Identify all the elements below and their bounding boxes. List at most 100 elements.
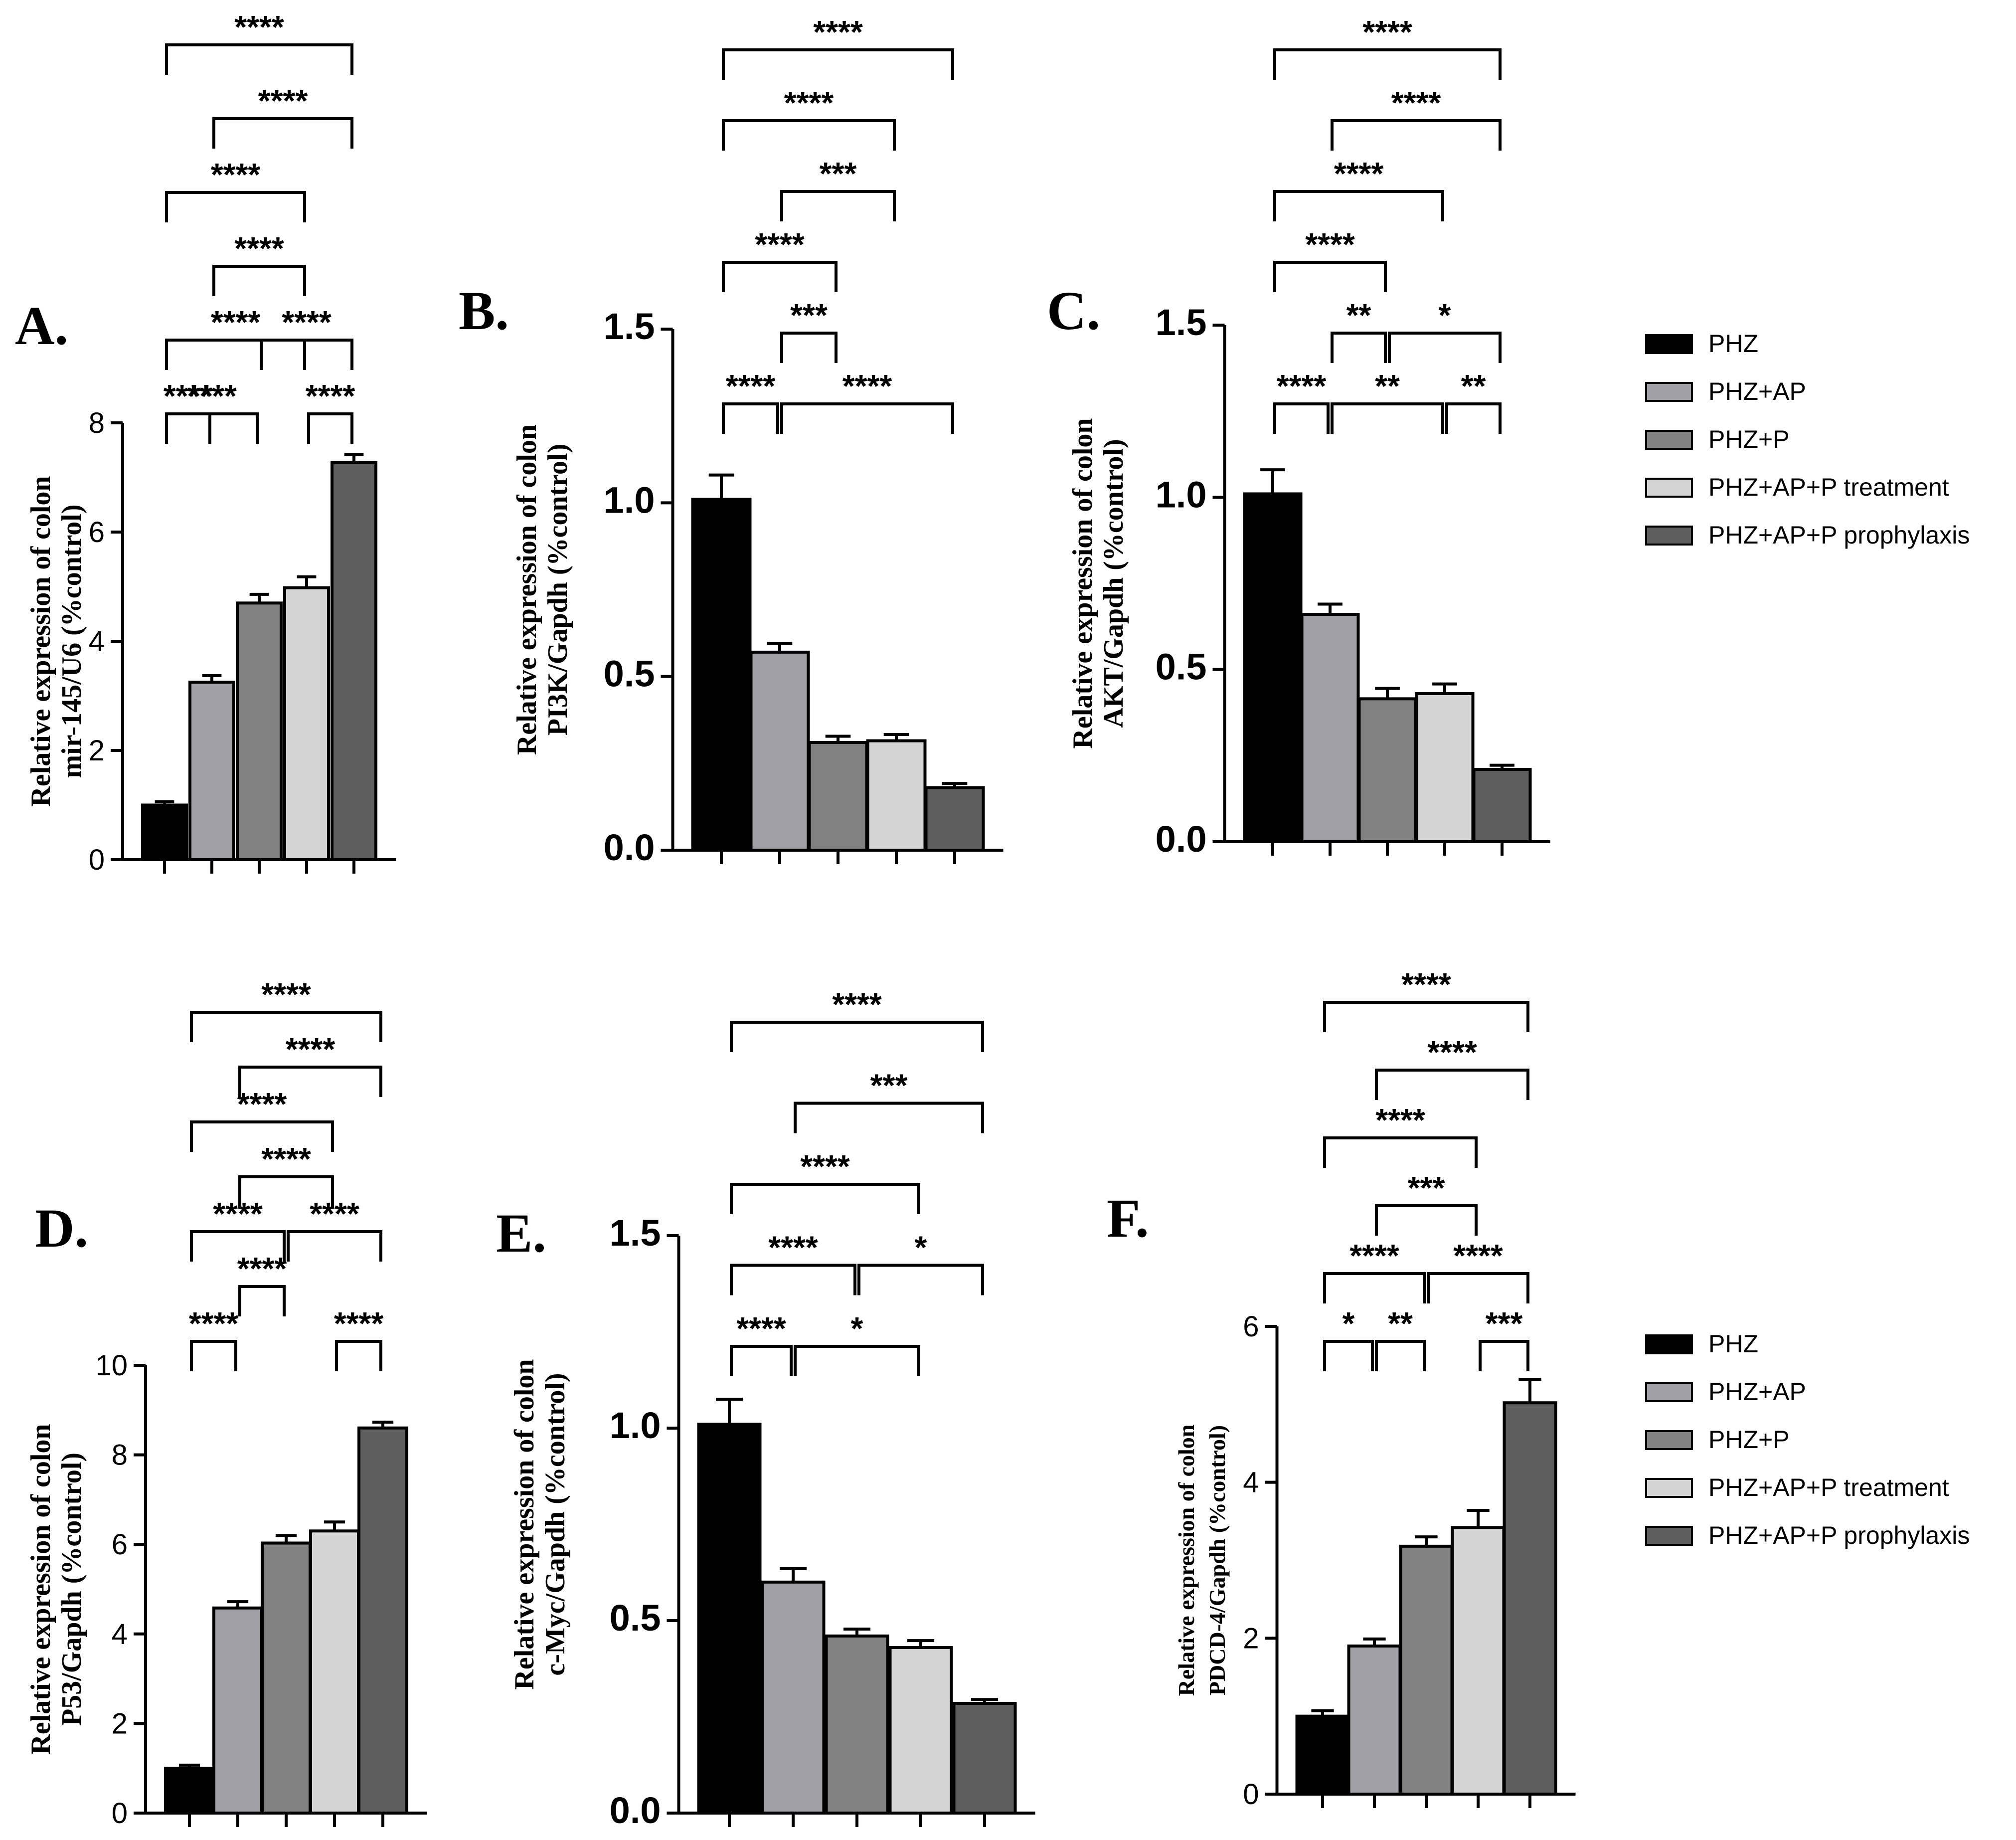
bar [261,1541,312,1815]
y-tick-label: 6 [112,1528,128,1561]
significance-label: **** [1427,1034,1477,1070]
legend-swatch [1645,1430,1693,1450]
significance-bracket [190,1340,237,1371]
y-axis-label: Relative expression of colon P53/Gapdh (%… [25,1424,87,1754]
legend-swatch [1645,478,1693,498]
significance-bracket [1323,1001,1529,1032]
legend-label: PHZ [1708,330,1758,358]
bar [212,1606,263,1815]
legend-label: PHZ+AP [1708,1378,1806,1406]
chart-panel-2: B. 0.0 0.5 1.0 1.5 Relative expression of col… [459,14,1004,868]
panel-letter: B. [459,280,509,341]
bar [1243,492,1303,843]
y-axis-label-line: AKT/Gapdh (%control) [1098,439,1129,728]
bar [866,739,927,852]
significance-bracket [780,402,954,434]
y-tick-label: 0.5 [610,1597,661,1639]
significance-bracket [165,43,353,75]
significance-label: ** [1375,368,1400,404]
significance-label: * [1343,1305,1355,1341]
significance-label: **** [310,1196,359,1232]
significance-bracket [260,339,353,370]
significance-label: *** [790,297,828,333]
legend-swatch [1645,1334,1693,1354]
significance-bracket [730,1183,920,1214]
significance-bracket [212,265,306,296]
y-tick-label: 0 [89,844,105,876]
bar [1347,1644,1402,1796]
significance-bracket [1273,261,1387,292]
significance-label: **** [261,1141,311,1177]
y-axis-label-line: Relative expression of colon [509,1359,540,1689]
bar [952,1701,1017,1815]
legend-label: PHZ+AP+P prophylaxis [1708,521,1970,549]
y-tick-label: 1.0 [604,479,655,521]
significance-bracket [165,191,306,222]
bar [697,1423,762,1815]
significance-bracket [165,339,306,370]
y-tick-label: 0.0 [610,1790,661,1831]
bar [1472,767,1532,843]
bar [141,803,188,861]
legend-swatch [1645,526,1693,546]
significance-label: **** [1453,1238,1503,1274]
y-tick-label: 8 [112,1439,128,1472]
significance-bracket [1273,402,1330,434]
significance-label: **** [234,230,284,266]
y-axis-label-line: c-Myc/Gapdh (%control) [540,1373,571,1675]
y-axis-label-line: Relative expression of colon [1067,418,1098,748]
significance-label: *** [820,156,857,191]
significance-label: **** [842,368,892,404]
y-axis-label-line: Relative expression of colon [25,1424,56,1754]
significance-label: **** [189,1305,239,1341]
significance-bracket [238,1285,286,1316]
panel-letter: D. [35,1198,88,1259]
significance-label: **** [237,1251,287,1287]
legend-swatch [1645,382,1693,402]
y-axis-label-line: P53/Gapdh (%control) [56,1453,87,1726]
y-tick-label: 4 [89,625,105,658]
y-tick-label: 1.0 [1156,474,1207,515]
significance-bracket [1375,1204,1478,1236]
significance-label: **** [237,1086,287,1122]
legend-top: PHZ PHZ+AP PHZ+P PHZ+AP+P treatment PHZ+AP+P… [1645,330,1970,549]
significance-label: **** [234,9,284,45]
significance-bracket [1273,48,1502,80]
chart-panel-6: F. 0 2 4 6 Relative expression of colon PDCD-4… [1107,966,1576,1811]
significance-label: **** [755,226,805,262]
bar [1295,1714,1350,1796]
y-tick-label: 0 [112,1797,128,1830]
significance-label: **** [832,986,882,1022]
significance-label: **** [813,14,863,50]
significance-bracket [794,1102,984,1133]
legend-swatch [1645,334,1693,354]
panel-letter: E. [496,1203,546,1264]
y-tick-label: 0.5 [1156,646,1207,688]
significance-label: **** [211,157,261,192]
significance-bracket [722,119,896,151]
significance-bracket [1445,402,1502,434]
significance-bracket [1323,1136,1478,1168]
bar [1451,1526,1506,1796]
significance-bracket [190,1120,334,1152]
significance-bracket [780,332,838,363]
legend-swatch [1645,1478,1693,1498]
legend-label: PHZ+AP+P treatment [1708,1473,1949,1501]
y-axis-label-line: PDCD-4/Gapdh (%control) [1204,1425,1230,1695]
significance-bracket [1427,1272,1529,1303]
significance-label: **** [1334,156,1384,191]
significance-bracket [722,261,838,292]
significance-label: **** [187,378,237,414]
panel-letter: F. [1107,1188,1149,1249]
chart-panel-5: E. 0.0 0.5 1.0 1.5 Relative expression of col… [496,986,1035,1831]
significance-label: *** [1486,1305,1523,1341]
significance-label: **** [1375,1102,1425,1138]
bar [188,681,235,861]
significance-label: **** [258,83,308,119]
significance-label: **** [726,368,776,404]
bar [309,1529,360,1815]
significance-bracket [238,1175,334,1207]
bar [924,786,985,852]
y-axis-label-line: mir-145/U6 (%control) [56,505,87,778]
significance-bracket [1479,1340,1529,1371]
